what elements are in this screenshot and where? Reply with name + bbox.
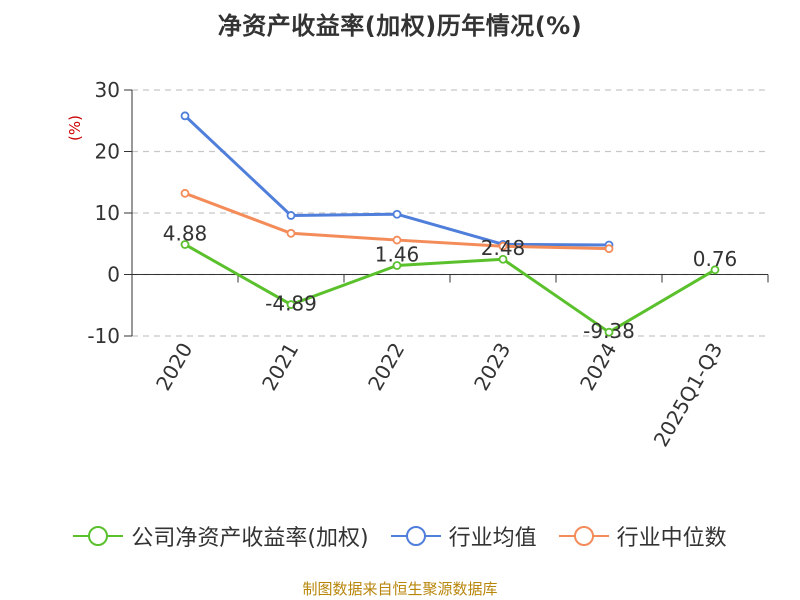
legend-item[interactable]: 行业均值: [390, 520, 537, 552]
data-label-layer: 4.88 -4.89 1.46 2.48 -9.38 0.76: [163, 221, 738, 343]
y-tick-label: 0: [107, 263, 120, 287]
series-point: [604, 244, 614, 254]
legend: 公司净资产收益率(加权) 行业均值 行业中位数: [0, 520, 800, 552]
y-axis-unit: (%): [66, 115, 84, 141]
legend-label: 行业中位数: [616, 526, 727, 551]
x-tick-label: 2020: [151, 339, 197, 395]
legend-marker: [558, 526, 609, 546]
x-tick-label: 2025Q1-Q3: [649, 339, 728, 451]
y-tick-label: 20: [95, 140, 120, 164]
series-point: [392, 209, 402, 219]
legend-marker: [390, 526, 441, 546]
source-note: 制图数据来自恒生聚源数据库: [302, 580, 498, 598]
data-label: -9.38: [583, 319, 635, 343]
series-line: [183, 114, 610, 247]
data-label: 2.48: [481, 236, 526, 260]
legend-marker: [73, 526, 124, 546]
series-point: [710, 265, 720, 275]
series-point: [498, 241, 508, 251]
legend-label: 公司净资产收益率(加权): [131, 526, 369, 551]
data-label: 0.76: [693, 247, 738, 271]
series-point: [180, 111, 190, 121]
y-tick-label: 10: [95, 201, 120, 225]
x-tick-label: 2023: [469, 339, 515, 395]
data-label: 1.46: [375, 243, 420, 267]
data-label: 4.88: [163, 221, 208, 245]
x-tick-label: 2021: [257, 339, 303, 395]
series-line: [184, 243, 716, 334]
series-layer: [180, 111, 720, 337]
series-point: [286, 228, 296, 238]
legend-item[interactable]: 行业中位数: [558, 520, 727, 552]
x-tick-label: 2024: [575, 339, 621, 395]
series-point: [392, 235, 402, 245]
data-label: -4.89: [265, 292, 317, 316]
series-point: [604, 327, 614, 337]
chart-title: 净资产收益率(加权)历年情况(%): [217, 12, 583, 40]
y-tick-label: -10: [87, 324, 120, 348]
series-point: [286, 300, 296, 309]
y-tick-label: 30: [95, 78, 120, 102]
legend-item[interactable]: 公司净资产收益率(加权): [73, 520, 369, 552]
series-point: [392, 261, 402, 270]
grid-layer: [132, 89, 768, 337]
series-point: [180, 240, 190, 249]
series-point: [498, 254, 508, 264]
legend-label: 行业均值: [448, 526, 537, 551]
series-point: [286, 211, 296, 220]
series-point: [180, 188, 190, 198]
x-tick-label: 2022: [363, 339, 409, 395]
